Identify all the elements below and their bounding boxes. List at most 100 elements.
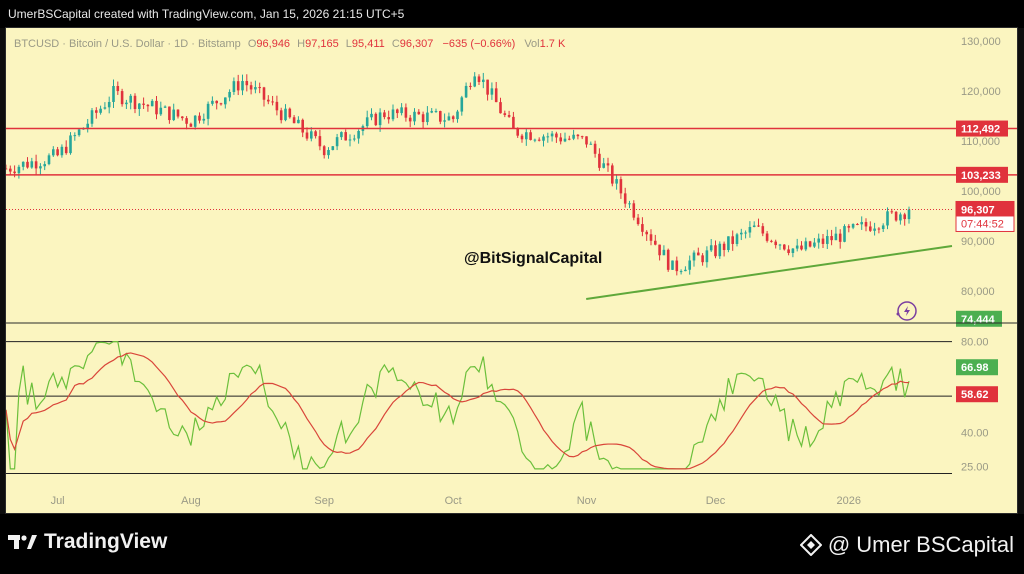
candle-body	[585, 136, 588, 145]
candle-body	[138, 103, 141, 110]
candle-body	[17, 166, 21, 174]
candle-body	[512, 116, 515, 129]
candle-body	[451, 116, 455, 120]
candle-body	[593, 143, 597, 154]
candle-body	[520, 135, 524, 140]
candle-body	[503, 113, 507, 116]
candle-body	[112, 86, 115, 102]
price-tick-label: 110,000	[961, 136, 1000, 148]
candle-body	[529, 132, 532, 140]
candle-body	[288, 108, 292, 118]
candle-body	[245, 81, 249, 86]
open-value: 96,946	[256, 38, 290, 50]
candle-body	[60, 146, 64, 156]
candle-body	[666, 249, 670, 270]
candle-body	[821, 238, 825, 244]
candle-body	[628, 203, 631, 205]
level-badge	[956, 120, 1008, 137]
candle-body	[262, 87, 266, 100]
time-axis[interactable]: Jul Aug Sep Oct Nov Dec 2026	[51, 495, 861, 507]
candle-body	[150, 100, 154, 107]
price-tick-label: 100,000	[961, 186, 1001, 198]
rsi-tick-label: 80.00	[961, 337, 989, 349]
candle-body	[546, 136, 550, 138]
candle-body	[64, 146, 68, 154]
candle-body	[903, 214, 906, 220]
candle-body	[426, 112, 429, 123]
candle-body	[396, 109, 399, 114]
candle-body	[275, 101, 279, 111]
candle-body	[542, 136, 545, 141]
rsi-badge-text: 58.62	[961, 389, 989, 401]
candle-body	[525, 132, 528, 140]
candle-body	[318, 136, 322, 147]
candle-body	[761, 226, 765, 234]
candle-body	[417, 111, 421, 115]
last-price-value: 96,307	[961, 204, 995, 216]
owner-brand: @ Umer BSCapital	[799, 532, 1014, 558]
candle-body	[301, 119, 304, 133]
level-badge-text: 103,233	[961, 170, 1001, 182]
candle-body	[335, 137, 339, 147]
candle-body	[228, 91, 231, 98]
candle-body	[6, 168, 8, 170]
candle-body	[748, 226, 752, 233]
candle-body	[99, 108, 102, 113]
candle-body	[774, 241, 777, 246]
chart-canvas[interactable]: BTCUSD · Bitcoin / U.S. Dollar · 1D · Bi…	[6, 28, 1017, 513]
svg-text:BTCUSD · Bitcoin / U.S. Dollar: BTCUSD · Bitcoin / U.S. Dollar · 1D · Bi…	[14, 38, 566, 50]
candle-body	[507, 115, 511, 117]
close-value: 96,307	[400, 38, 434, 50]
candle-body	[279, 110, 283, 121]
candle-body	[632, 203, 636, 218]
rsi-badge	[956, 386, 998, 403]
candle-body	[383, 112, 386, 118]
price-scale[interactable]: 130,000 120,000 110,000 100,000 90,000 80,000…	[955, 36, 1015, 327]
candle-body	[30, 161, 34, 168]
candle-body	[765, 233, 769, 241]
candle-body	[211, 100, 214, 104]
watermark-text: @BitSignalCapital	[464, 250, 602, 267]
lightning-icon[interactable]	[896, 301, 917, 321]
price-plot[interactable]	[6, 72, 1017, 300]
candle-body	[701, 255, 704, 263]
rsi-plot[interactable]	[6, 341, 952, 474]
candle-body	[533, 139, 537, 141]
candle-body	[443, 120, 446, 122]
candle-body	[129, 95, 132, 103]
tradingview-brand[interactable]: TradingView	[8, 530, 167, 554]
candle-body	[598, 153, 601, 168]
candle-body	[615, 179, 618, 184]
candle-body	[770, 240, 773, 242]
candle-body	[142, 103, 145, 105]
candle-body	[877, 228, 881, 230]
candle-body	[783, 244, 786, 250]
candle-body	[843, 226, 846, 242]
candle-body	[39, 166, 42, 169]
candle-body	[714, 245, 717, 257]
rsi-scale[interactable]: 80.00 40.00 25.00 66.98 58.62	[956, 337, 998, 474]
candle-body	[555, 133, 558, 138]
high-label: H	[297, 38, 305, 50]
rsi-badge	[956, 359, 998, 376]
candle-body	[572, 134, 575, 139]
candle-body	[327, 149, 330, 156]
candle-body	[684, 269, 687, 272]
candle-body	[378, 112, 382, 126]
rsi-tick-label: 25.00	[961, 462, 989, 474]
last-price-badge-top	[956, 201, 1014, 217]
candle-body	[804, 241, 808, 250]
candle-body	[813, 242, 816, 247]
header-bar: UmerBSCapital created with TradingView.c…	[0, 0, 1024, 28]
candle-body	[284, 108, 287, 121]
candle-body	[727, 236, 730, 251]
candle-body	[641, 224, 644, 232]
chart-frame[interactable]: BTCUSD · Bitcoin / U.S. Dollar · 1D · Bi…	[5, 27, 1018, 514]
countdown-value: 07:44:52	[961, 218, 1004, 230]
candle-body	[258, 87, 261, 89]
candle-body	[206, 103, 210, 119]
candle-body	[370, 113, 373, 118]
candle-body	[408, 117, 412, 122]
candle-body	[494, 88, 498, 103]
candle-body	[52, 149, 55, 156]
